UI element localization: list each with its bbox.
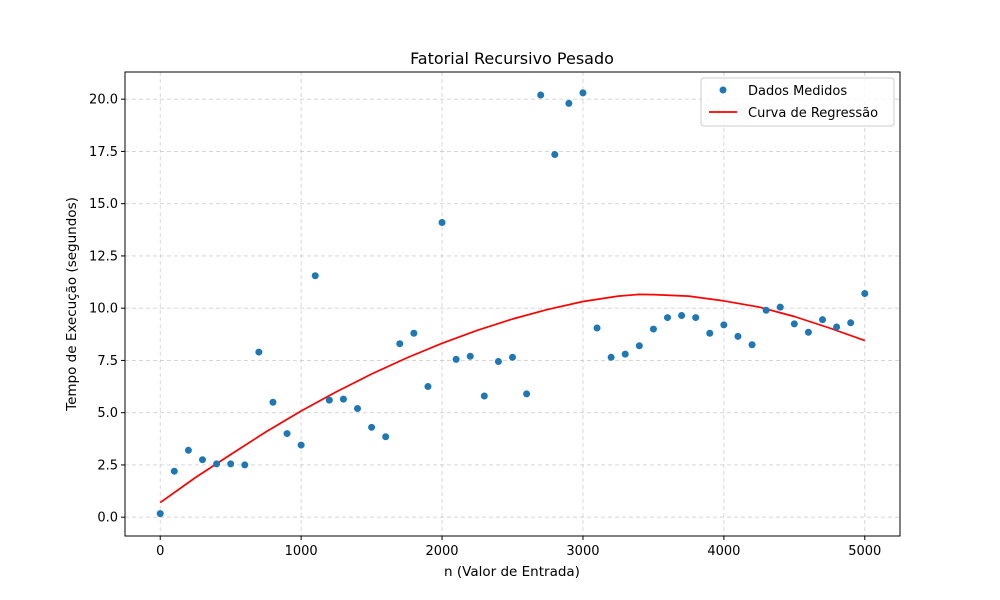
legend-label-dados-medidos: Dados Medidos: [748, 84, 847, 99]
data-point: [593, 324, 601, 332]
y-tick-label: 15.0: [89, 197, 118, 212]
y-tick-label: 2.5: [97, 458, 118, 473]
data-point: [861, 290, 869, 298]
data-point: [706, 329, 714, 337]
data-point: [213, 460, 221, 468]
data-point: [424, 383, 432, 391]
data-point: [579, 89, 587, 97]
data-point: [833, 323, 841, 331]
data-point: [480, 392, 488, 400]
data-point: [199, 456, 206, 464]
data-point: [227, 460, 235, 468]
data-point: [551, 151, 559, 159]
data-point: [269, 398, 277, 406]
data-point: [678, 311, 686, 319]
data-point: [847, 319, 855, 327]
data-point: [410, 329, 418, 337]
y-tick-label: 17.5: [89, 145, 118, 160]
y-tick-label: 10.0: [89, 302, 118, 317]
data-point: [170, 467, 178, 475]
data-point: [297, 441, 305, 449]
y-tick-label: 20.0: [89, 93, 118, 108]
data-point: [438, 218, 446, 226]
data-point: [635, 342, 643, 350]
data-point: [339, 395, 347, 403]
data-point: [537, 91, 545, 99]
data-point: [790, 320, 798, 328]
chart-title: Fatorial Recursivo Pesado: [410, 49, 614, 68]
data-point: [184, 446, 192, 454]
data-point: [325, 396, 333, 404]
data-point: [156, 510, 164, 518]
data-point: [255, 348, 263, 356]
y-axis-label: Tempo de Execução (segundos): [64, 197, 80, 412]
data-point: [396, 340, 404, 348]
data-point: [762, 306, 770, 314]
data-point: [734, 332, 742, 340]
scatter-points-layer: [156, 89, 869, 518]
x-tick-label: 0: [156, 544, 164, 559]
data-point: [311, 272, 319, 280]
legend-label-curva-de-regressao: Curva de Regressão: [748, 106, 878, 121]
x-tick-label: 1000: [285, 544, 318, 559]
data-point: [565, 99, 573, 107]
x-tick-label: 3000: [566, 544, 599, 559]
legend: Dados Medidos Curva de Regressão: [700, 77, 895, 127]
data-point: [720, 321, 728, 329]
plot-frame: [124, 71, 901, 537]
data-point: [494, 357, 502, 365]
y-tick-label: 7.5: [97, 354, 118, 369]
regression-curve-layer: [159, 293, 866, 504]
data-point: [776, 303, 784, 311]
x-axis-ticks: 0 1000 2000 3000 4000 5000: [156, 536, 881, 559]
x-tick-label: 5000: [848, 544, 881, 559]
y-tick-label: 12.5: [89, 249, 118, 264]
legend-marker-dados-medidos: [719, 86, 727, 94]
x-tick-label: 2000: [425, 544, 458, 559]
data-point: [748, 341, 756, 349]
data-point: [819, 316, 826, 324]
data-point: [664, 314, 671, 322]
y-axis-ticks: 0.0 2.5 5.0 7.5 10.0 12.5 15.0 17.5 20.0: [89, 93, 125, 526]
data-point: [692, 314, 700, 322]
data-point: [452, 355, 460, 363]
legend-box: [700, 77, 895, 127]
data-point: [607, 353, 615, 361]
y-tick-label: 5.0: [97, 406, 118, 421]
data-point: [382, 433, 390, 441]
data-point: [354, 405, 361, 413]
data-point: [509, 353, 516, 361]
x-axis-label: n (Valor de Entrada): [444, 564, 580, 580]
data-point: [621, 350, 629, 358]
data-point: [523, 390, 531, 398]
data-point: [368, 423, 376, 431]
y-tick-label: 0.0: [97, 511, 118, 526]
grid: [125, 72, 900, 536]
data-point: [283, 430, 291, 438]
data-point: [241, 461, 249, 469]
data-point: [804, 328, 812, 336]
data-point: [466, 352, 474, 360]
regression-curve: [159, 293, 866, 504]
x-tick-label: 4000: [707, 544, 740, 559]
data-point: [649, 325, 657, 333]
